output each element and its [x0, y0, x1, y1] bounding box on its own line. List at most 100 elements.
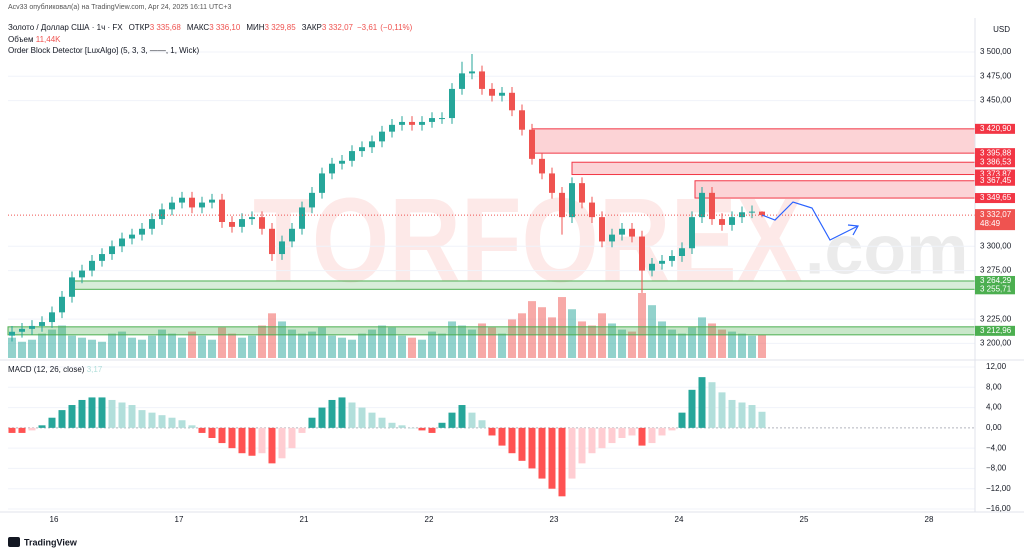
macd-bar: [178, 420, 186, 428]
candle-body: [69, 277, 75, 297]
symbol-legend: Золото / Доллар США · 1ч · FX ОТКР3 335,6…: [8, 23, 413, 32]
volume-bar: [138, 339, 146, 358]
price-tag: [975, 209, 1015, 231]
macd-bar: [608, 427, 616, 444]
symbol: Золото / Доллар США · 1ч · FX: [8, 23, 123, 32]
candle-body: [279, 241, 285, 255]
y-tick-label: 3 200,00: [980, 339, 1012, 348]
volume-bar: [688, 327, 696, 358]
candle-body: [339, 160, 345, 164]
macd-bar: [518, 427, 526, 461]
macd-bar: [148, 412, 156, 428]
macd-bar: [98, 397, 106, 428]
volume-bar: [628, 331, 636, 358]
x-tick-label: 25: [800, 515, 809, 524]
ohlc-name: МАКС: [187, 23, 210, 32]
volume-bar: [508, 319, 516, 358]
macd-bar: [638, 427, 646, 446]
macd-bar: [38, 425, 46, 428]
volume-bar: [198, 335, 206, 358]
y-tick-label: −8,00: [986, 464, 1007, 473]
x-tick-label: 22: [425, 515, 434, 524]
volume-bar: [478, 323, 486, 358]
ohlc-value: 3 329,85: [265, 23, 297, 32]
macd-bar: [238, 427, 246, 454]
volume-bar: [378, 325, 386, 358]
volume-bar: [178, 337, 186, 358]
volume-bar: [618, 329, 626, 358]
price-tag: [975, 284, 1015, 295]
volume-bar: [758, 334, 766, 358]
candle-body: [509, 92, 515, 111]
price-tag-label: 3 349,65: [980, 193, 1012, 202]
candle-body: [669, 256, 675, 261]
volume-bar: [128, 337, 136, 358]
macd-bar: [298, 427, 306, 433]
macd-bar: [18, 427, 26, 433]
macd-bar: [168, 417, 176, 428]
volume-name: Объем: [8, 35, 34, 44]
macd-bar: [268, 427, 276, 464]
price-tag: [975, 157, 1015, 168]
macd-bar: [388, 422, 396, 428]
price-tag: [975, 193, 1015, 204]
macd-bar: [718, 392, 726, 428]
candle-body: [699, 192, 705, 218]
candle-body: [249, 217, 255, 220]
volume-bar: [188, 331, 196, 358]
price-tag-label: 3 255,71: [980, 284, 1012, 293]
candle-body: [599, 217, 605, 242]
volume-bar: [398, 335, 406, 358]
candle-body: [439, 118, 445, 120]
macd-bar: [338, 397, 346, 428]
price-tag: [975, 123, 1015, 134]
macd-bar: [228, 427, 236, 449]
published-note: Acv33 опубликовал(а) на TradingView.com,…: [8, 3, 231, 11]
volume-bar: [388, 327, 396, 358]
candle-body: [229, 222, 235, 227]
macd-bar: [508, 427, 516, 454]
y-tick-label: 3 300,00: [980, 241, 1012, 250]
candle-body: [529, 129, 535, 159]
y-tick-label: 4,00: [986, 403, 1002, 412]
macd-bar: [418, 427, 426, 431]
volume-bar: [68, 335, 76, 358]
candle-body: [59, 296, 65, 313]
volume-bar: [588, 325, 596, 358]
price-tag: [975, 175, 1015, 186]
volume-bar: [648, 305, 656, 358]
price-tag-label: 3 373,87: [980, 170, 1012, 179]
candle-body: [189, 197, 195, 208]
ohlc-name: ОТКР: [129, 23, 150, 32]
volume-bar: [678, 333, 686, 358]
price-tag-label: 3 395,88: [980, 148, 1012, 157]
volume-bar: [278, 321, 286, 358]
change: −3,61: [357, 23, 378, 32]
volume-bar: [268, 313, 276, 358]
macd-bar: [8, 427, 16, 433]
candle-body: [429, 118, 435, 122]
candle-body: [209, 199, 215, 203]
candle-body: [49, 312, 55, 323]
macd-bar: [548, 427, 556, 489]
volume-bar: [518, 313, 526, 358]
macd-bar: [28, 427, 36, 431]
macd-bar: [288, 427, 296, 449]
macd-bar: [468, 412, 476, 428]
price-tag: [975, 148, 1015, 159]
candle-body: [109, 246, 115, 255]
macd-bar: [438, 422, 446, 428]
candle-body: [159, 209, 165, 220]
candle-body: [749, 211, 755, 213]
macd-bar: [568, 427, 576, 479]
volume-bar: [228, 333, 236, 358]
candle-body: [709, 192, 715, 220]
candle-body: [289, 228, 295, 242]
y-tick-label: 3 475,00: [980, 71, 1012, 80]
macd-bar: [408, 427, 416, 429]
macd-bar: [378, 417, 386, 428]
volume-bar: [748, 335, 756, 358]
y-tick-label: −16,00: [986, 504, 1011, 513]
macd-bar: [348, 402, 356, 428]
